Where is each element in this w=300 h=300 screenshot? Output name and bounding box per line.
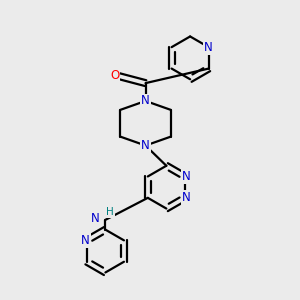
Text: H: H <box>106 207 114 218</box>
Text: N: N <box>204 41 213 54</box>
Text: N: N <box>182 170 191 183</box>
Text: N: N <box>141 94 150 107</box>
Text: N: N <box>141 139 150 152</box>
Text: N: N <box>81 234 90 247</box>
Text: O: O <box>110 69 120 82</box>
Text: N: N <box>91 212 99 225</box>
Text: N: N <box>182 191 191 204</box>
